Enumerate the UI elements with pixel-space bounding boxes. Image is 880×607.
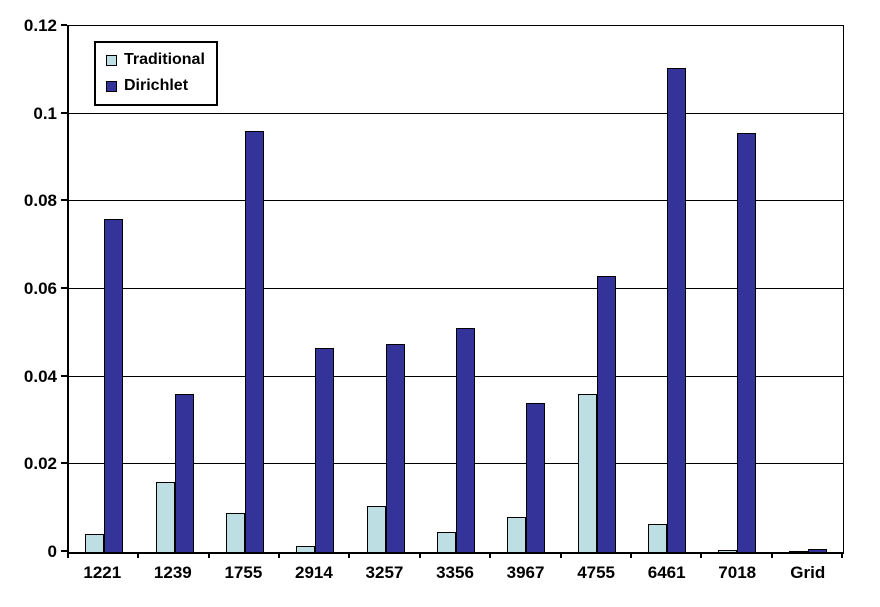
x-tick-mark [418, 553, 421, 558]
bar-dirichlet-3967 [526, 402, 546, 552]
dirichlet-swatch-icon [106, 80, 117, 92]
bar-group-2914 [280, 26, 350, 552]
traditional-swatch-icon [106, 54, 117, 66]
bar-dirichlet-1755 [244, 131, 264, 552]
bar-dirichlet-7018 [737, 133, 757, 552]
x-tick-mark [770, 553, 773, 558]
bar-traditional-1221 [85, 534, 105, 552]
plot-area: Traditional Dirichlet [67, 25, 844, 554]
bar-dirichlet-1221 [104, 218, 124, 552]
x-tick-label: 7018 [718, 563, 757, 582]
bar-traditional-3356 [436, 532, 456, 552]
bar-traditional-2914 [296, 546, 316, 552]
legend-item-traditional: Traditional [106, 52, 205, 68]
x-tick-label: 3257 [365, 563, 404, 582]
x-tick-label: 1755 [224, 563, 263, 582]
x-tick-mark [348, 553, 351, 558]
bar-group-3257 [350, 26, 420, 552]
legend-label-dirichlet: Dirichlet [124, 77, 189, 94]
bar-dirichlet-1239 [174, 394, 194, 552]
x-axis-labels: 1221 1239 1755 2914 3257 3356 3967 4755 6461 7018… [67, 563, 843, 583]
bar-group-7018 [702, 26, 772, 552]
bar-traditional-4755 [577, 394, 597, 552]
bar-traditional-1239 [155, 481, 175, 552]
bar-dirichlet-2914 [315, 348, 335, 552]
x-tick-label: 3967 [506, 563, 545, 582]
y-tick-label: 0.02 [23, 454, 57, 474]
legend: Traditional Dirichlet [94, 41, 218, 106]
x-tick-label: 6461 [647, 563, 686, 582]
x-tick-mark [67, 553, 69, 558]
y-tick-label: 0.12 [23, 16, 57, 35]
gridline [69, 200, 843, 202]
bar-traditional-1755 [225, 512, 245, 552]
bar-group-1755 [210, 26, 280, 552]
y-tick-mark [61, 24, 67, 26]
x-tick-mark [841, 553, 843, 558]
bar-group-grid [773, 26, 843, 552]
bar-dirichlet-3356 [455, 328, 475, 552]
bar-dirichlet-3257 [385, 343, 405, 552]
x-tick-label: Grid [790, 563, 826, 582]
bar-group-6461 [632, 26, 702, 552]
bar-traditional-6461 [648, 523, 668, 552]
bar-traditional-3967 [507, 516, 527, 552]
bar-dirichlet-grid [807, 548, 827, 552]
y-tick-label: 0 [47, 542, 57, 561]
y-tick-label: 0.06 [23, 279, 57, 298]
x-tick-mark [629, 553, 632, 558]
bar-group-4755 [562, 26, 632, 552]
bar-traditional-grid [788, 550, 808, 552]
x-tick-mark [207, 553, 210, 558]
bar-traditional-7018 [718, 549, 738, 552]
bar-group-3967 [491, 26, 561, 552]
y-tick-mark [61, 199, 67, 202]
bar-groups [69, 26, 843, 552]
gridline [69, 288, 843, 289]
x-tick-mark [559, 553, 562, 558]
legend-label-traditional: Traditional [124, 51, 205, 68]
x-tick-mark [137, 553, 140, 558]
y-tick-mark [61, 374, 67, 377]
x-tick-mark [700, 553, 703, 558]
y-tick-mark [61, 111, 67, 114]
bar-group-1239 [139, 26, 209, 552]
y-tick-mark [61, 550, 67, 552]
x-tick-label: 3356 [436, 563, 474, 582]
x-tick-mark [489, 553, 492, 558]
x-tick-label: 4755 [577, 563, 616, 582]
x-tick-label: 1239 [153, 563, 192, 582]
bar-group-3356 [421, 26, 491, 552]
x-tick-label: 1221 [83, 563, 122, 582]
y-tick-label: 0.1 [33, 103, 57, 123]
bar-group-1221 [69, 26, 139, 552]
y-tick-label: 0.08 [23, 191, 57, 211]
y-tick-mark [61, 462, 67, 465]
gridline [69, 112, 843, 114]
x-tick-mark [278, 553, 281, 558]
bar-dirichlet-6461 [667, 67, 687, 552]
x-tick-label: 2914 [295, 563, 333, 582]
y-tick-mark [61, 287, 67, 289]
bar-dirichlet-4755 [596, 275, 616, 552]
y-tick-label: 0.04 [23, 366, 57, 386]
legend-item-dirichlet: Dirichlet [106, 78, 205, 94]
bar-traditional-3257 [366, 505, 386, 552]
